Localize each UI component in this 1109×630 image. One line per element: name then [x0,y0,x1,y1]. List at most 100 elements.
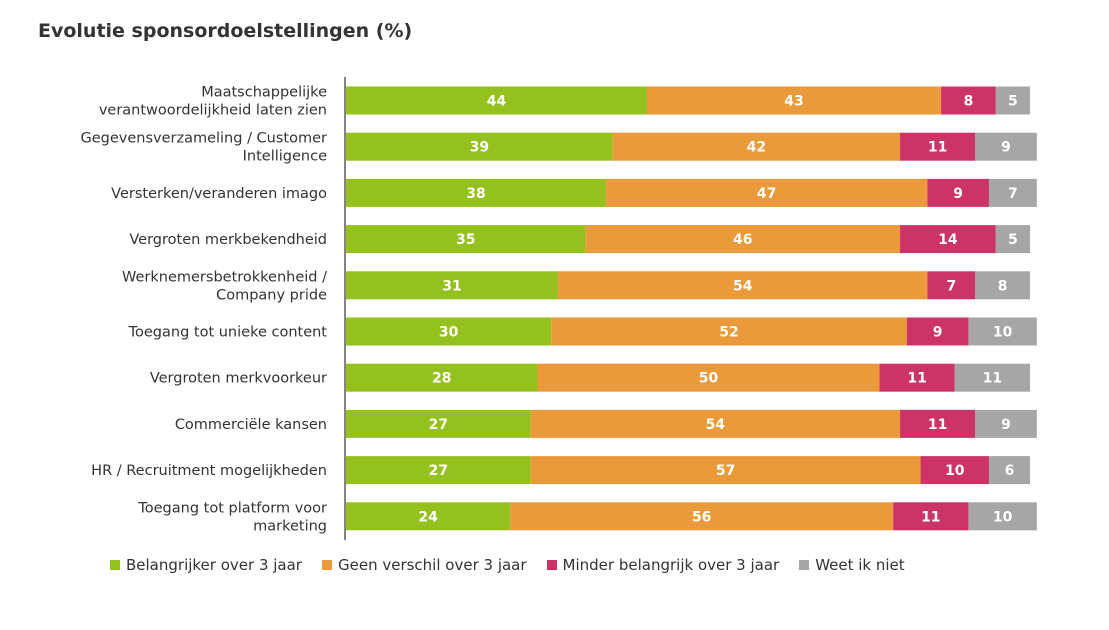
legend-swatch [546,560,557,570]
data-label: 11 [907,371,926,387]
category-label: Company pride [216,287,327,303]
bar-segment [346,86,647,115]
category-label: marketing [253,518,327,534]
bar-segment [988,456,1030,485]
data-label: 11 [921,509,940,525]
category-label: Commerciële kansen [175,417,327,433]
data-label: 38 [466,186,485,202]
bar-segment [968,502,1037,531]
data-label: 14 [938,232,958,248]
data-label: 10 [993,325,1013,341]
bar-segment [346,409,531,438]
bar-segment [879,363,955,392]
bar-segment [537,363,880,392]
data-label: 46 [733,232,752,248]
bar-segment [975,409,1037,438]
category-label: verantwoordelijkheid laten zien [99,103,327,119]
data-label: 31 [442,278,461,294]
category-label: Toegang tot unieke content [128,325,328,341]
bar-segment [988,178,1037,207]
category-label: Versterken/veranderen imago [111,186,327,202]
legend-item: Weet ik niet [799,556,905,574]
category-label: Werknemersbetrokkenheid / [122,269,327,285]
legend-item: Geen verschil over 3 jaar [321,556,527,574]
legend-swatch [110,560,120,570]
data-label: 8 [998,278,1008,294]
data-label: 9 [1001,417,1011,433]
data-label: 57 [716,463,735,479]
bar-segment [346,317,552,346]
legend-label: Geen verschil over 3 jaar [337,556,527,574]
data-label: 47 [757,186,776,202]
data-label: 54 [706,417,726,433]
data-label: 28 [432,371,451,387]
stacked-bar-chart: Maatschappelijke verantwoordelijkheid lat… [80,77,1037,540]
bar-segment [605,178,928,207]
bar-segment [995,86,1030,115]
data-label: 24 [418,509,438,525]
data-label: 9 [953,186,963,202]
bar-segment [346,363,538,392]
data-label: 11 [983,371,1002,387]
data-label: 44 [487,94,507,110]
bar-segment [612,132,901,161]
category-label: Toegang tot platform voor [137,500,327,516]
data-label: 39 [470,140,489,156]
bar-segment [346,502,511,531]
category-label: Vergroten merkbekendheid [129,232,327,248]
data-label: 43 [784,94,803,110]
data-label: 11 [928,417,947,433]
bar-segment [346,456,531,485]
bar-segment [558,271,928,300]
category-label: Vergroten merkvoorkeur [150,371,327,387]
category-label: HR / Recruitment mogelijkheden [91,463,327,479]
bar-segment [346,132,613,161]
bar-segment [975,271,1030,300]
legend: Belangrijker over 3 jaar Geen verschil ov… [110,556,905,574]
chart-title: Evolutie sponsordoelstellingen (%) [38,20,413,42]
data-label: 27 [429,417,448,433]
data-label: 5 [1008,232,1018,248]
category-label: Gegevensverzameling / Customer [80,131,327,147]
data-label: 10 [945,463,965,479]
data-label: 7 [1008,186,1018,202]
legend-label: Minder belangrijk over 3 jaar [562,556,780,574]
bar-segment [530,409,901,438]
bar-segment [346,178,606,207]
bar-segment [927,271,976,300]
data-label: 7 [946,278,956,294]
data-label: 54 [733,278,753,294]
category-label: Intelligence [243,149,327,165]
bar-segment [927,178,989,207]
legend-swatch [799,560,810,570]
bar-segment [346,271,559,300]
data-label: 42 [747,140,766,156]
bar-segment [646,86,942,115]
bar-segment [585,225,901,254]
bar-segment [346,225,586,254]
bar-segment [530,456,921,485]
legend-label: Belangrijker over 3 jaar [126,556,302,574]
data-label: 10 [993,509,1013,525]
bar-segment [941,86,996,115]
data-label: 9 [1001,140,1011,156]
data-label: 5 [1008,94,1018,110]
data-label: 27 [429,463,448,479]
data-label: 56 [692,509,711,525]
bar-segment [975,132,1037,161]
data-label: 9 [933,325,943,341]
bar-segment [968,317,1037,346]
data-label: 35 [456,232,475,248]
data-label: 11 [928,140,947,156]
data-label: 52 [719,325,738,341]
data-label: 6 [1005,463,1015,479]
data-label: 30 [439,325,459,341]
legend-item: Minder belangrijk over 3 jaar [546,556,780,574]
bar-segment [551,317,907,346]
bar-segment [920,456,989,485]
bar-segment [900,225,996,254]
data-label: 8 [964,94,974,110]
bar-segment [995,225,1030,254]
bar-segment [893,502,969,531]
bar-segment [900,132,976,161]
